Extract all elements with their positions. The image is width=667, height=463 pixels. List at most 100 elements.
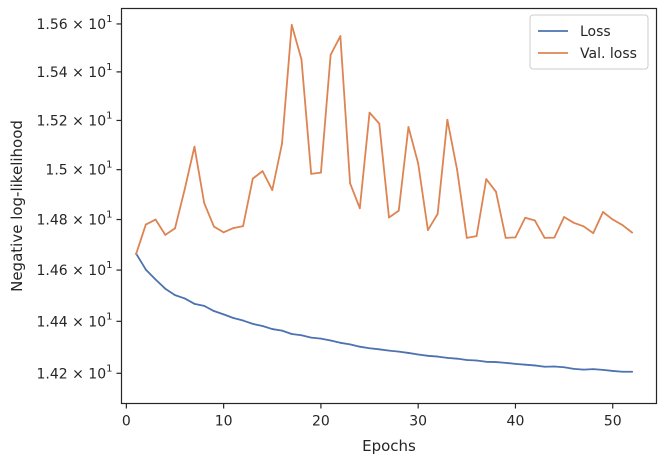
data-point-loss <box>465 359 468 361</box>
data-point-val-loss <box>631 231 634 234</box>
data-point-val-loss <box>154 218 157 221</box>
series-line-loss <box>135 253 633 373</box>
data-point-val-loss <box>592 232 595 235</box>
data-point-val-loss <box>164 233 167 236</box>
data-point-val-loss <box>436 213 439 215</box>
data-point-loss <box>388 349 390 352</box>
data-point-loss <box>553 365 556 368</box>
data-point-val-loss <box>611 218 614 221</box>
data-point-loss <box>572 367 575 370</box>
plot-lines <box>135 24 634 373</box>
data-point-loss <box>222 313 225 316</box>
data-point-loss <box>631 370 634 373</box>
data-point-val-loss <box>232 227 235 229</box>
data-point-val-loss <box>485 178 488 180</box>
data-point-val-loss <box>193 145 196 148</box>
data-point-loss <box>378 348 381 351</box>
x-tick-label: 0 <box>122 414 131 430</box>
data-point-loss <box>417 353 420 356</box>
x-tick-label: 30 <box>409 414 427 430</box>
data-point-val-loss <box>534 219 536 222</box>
data-point-val-loss <box>368 111 371 114</box>
data-point-loss <box>261 325 264 327</box>
y-axis-label: Negative log-likelihood <box>8 120 26 292</box>
data-point-loss <box>368 347 371 350</box>
data-point-val-loss <box>271 189 274 191</box>
data-point-loss <box>271 328 274 330</box>
data-point-val-loss <box>378 122 381 125</box>
x-axis-label: Epochs <box>362 437 416 455</box>
data-point-loss <box>543 365 546 368</box>
data-point-loss <box>446 356 449 359</box>
data-point-val-loss <box>602 211 604 213</box>
data-point-val-loss <box>417 162 420 165</box>
data-point-loss <box>281 329 283 332</box>
data-point-val-loss <box>261 170 264 173</box>
data-point-loss <box>456 357 458 360</box>
data-point-loss <box>193 302 196 305</box>
data-point-loss <box>154 278 157 281</box>
data-point-loss <box>320 337 322 340</box>
data-point-val-loss <box>329 53 332 56</box>
data-point-val-loss <box>203 202 206 204</box>
legend-label-loss: Loss <box>580 24 611 40</box>
data-point-val-loss <box>339 35 342 38</box>
data-point-val-loss <box>465 237 468 239</box>
data-point-loss <box>164 287 167 290</box>
data-point-val-loss <box>582 225 585 228</box>
data-point-loss <box>310 336 313 339</box>
data-point-loss <box>407 352 410 354</box>
data-point-val-loss <box>456 168 458 171</box>
data-point-val-loss <box>213 225 215 228</box>
data-point-val-loss <box>543 237 546 239</box>
data-point-val-loss <box>144 223 147 226</box>
data-point-val-loss <box>349 182 351 185</box>
data-point-val-loss <box>135 253 137 255</box>
data-point-val-loss <box>446 118 449 121</box>
data-point-val-loss <box>300 58 303 61</box>
data-point-val-loss <box>183 188 186 191</box>
y-tick-label: 1.5 × 101 <box>45 160 112 179</box>
x-tick-label: 20 <box>312 414 330 430</box>
data-point-loss <box>504 361 507 364</box>
data-point-val-loss <box>251 177 254 180</box>
data-point-loss <box>290 333 293 335</box>
x-axis: 0 10 20 30 40 50 <box>122 403 622 430</box>
y-tick-label: 1.54 × 101 <box>37 62 113 81</box>
data-point-val-loss <box>495 190 497 193</box>
data-point-loss <box>582 368 585 371</box>
data-point-val-loss <box>407 126 410 128</box>
data-point-val-loss <box>310 172 313 175</box>
data-point-val-loss <box>174 227 176 230</box>
data-point-val-loss <box>397 209 400 212</box>
data-point-val-loss <box>475 235 478 238</box>
data-point-val-loss <box>242 225 244 227</box>
legend: Loss Val. loss <box>529 14 649 70</box>
data-point-loss <box>534 364 536 367</box>
data-point-loss <box>495 361 497 363</box>
data-point-loss <box>251 323 254 325</box>
data-point-loss <box>485 360 488 363</box>
x-tick-label: 40 <box>507 414 525 430</box>
data-point-val-loss <box>504 237 507 239</box>
data-point-val-loss <box>427 229 429 231</box>
data-point-loss <box>232 317 235 319</box>
data-point-loss <box>475 359 478 362</box>
data-point-loss <box>427 354 429 357</box>
data-point-loss <box>349 343 351 346</box>
plot-frame <box>120 7 658 405</box>
x-tick-label: 10 <box>215 414 233 430</box>
data-point-loss <box>213 310 215 312</box>
data-point-loss <box>203 304 206 307</box>
legend-box <box>529 14 649 70</box>
data-point-loss <box>524 363 527 366</box>
data-point-val-loss <box>388 216 390 219</box>
legend-label-val-loss: Val. loss <box>580 46 637 62</box>
data-point-val-loss <box>514 236 517 239</box>
data-point-val-loss <box>621 224 624 226</box>
data-point-val-loss <box>563 216 565 218</box>
data-point-val-loss <box>358 207 361 210</box>
data-point-val-loss <box>572 221 575 224</box>
data-point-loss <box>563 366 565 369</box>
